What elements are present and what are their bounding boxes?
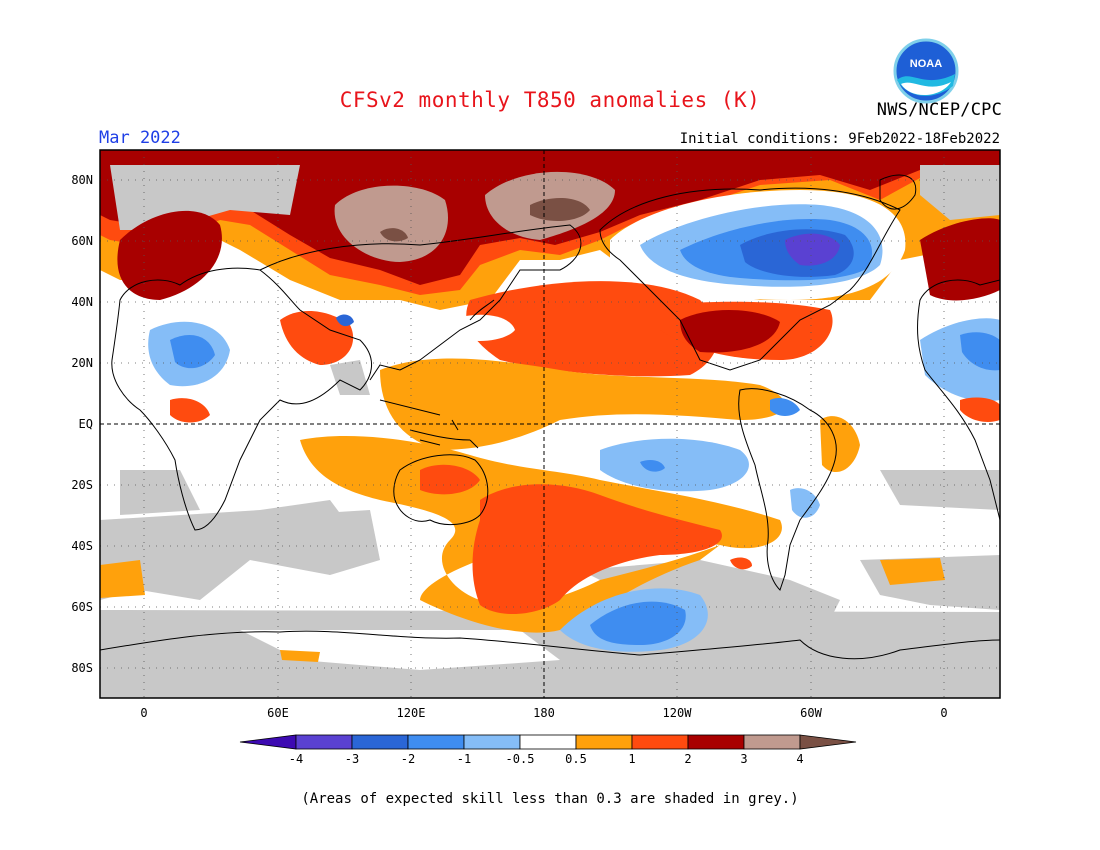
colorbar-label: 1 [628, 752, 635, 766]
lat-label: 60N [71, 234, 93, 248]
colorbar-swatch [575, 734, 633, 750]
lat-label: 80S [71, 661, 93, 675]
lat-axis: 80N 60N 40N 20N EQ 20S 40S 60S 80S [71, 173, 93, 675]
colorbar-swatch [463, 734, 521, 750]
lat-label: 60S [71, 600, 93, 614]
valid-month-label: Mar 2022 [99, 128, 181, 148]
colorbar-label: -4 [289, 752, 303, 766]
chart-title: CFSv2 monthly T850 anomalies (K) [339, 88, 761, 112]
colorbar-label: -1 [457, 752, 471, 766]
colorbar-label: -3 [345, 752, 359, 766]
noaa-logo: NOAA [893, 38, 959, 104]
map-frame [99, 149, 1001, 699]
colorbar-label: -2 [401, 752, 415, 766]
anomaly-field [100, 150, 1000, 698]
lat-label: 40N [71, 295, 93, 309]
colorbar-swatch [407, 734, 465, 750]
colorbar-max-arrow [799, 734, 857, 750]
lon-label: 60W [800, 706, 822, 720]
colorbar-swatch [519, 734, 577, 750]
graticule [100, 150, 1000, 698]
lon-label: 0 [940, 706, 947, 720]
colorbar-label: 3 [740, 752, 747, 766]
colorbar-label: -0.5 [506, 752, 535, 766]
colorbar-swatch [743, 734, 801, 750]
colorbar: -4 -3 -2 -1 -0.5 0.5 1 2 3 4 [239, 734, 857, 766]
colorbar-label: 0.5 [565, 752, 587, 766]
lat-label: 40S [71, 539, 93, 553]
colorbar-swatch [631, 734, 689, 750]
colorbar-label: 2 [684, 752, 691, 766]
lon-label: 0 [140, 706, 147, 720]
colorbar-min-arrow [239, 734, 297, 750]
skill-footnote: (Areas of expected skill less than 0.3 a… [301, 791, 799, 807]
lat-label: EQ [79, 417, 93, 431]
colorbar-swatch [687, 734, 745, 750]
colorbar-swatch [351, 734, 409, 750]
colorbar-swatch [295, 734, 353, 750]
lat-label: 80N [71, 173, 93, 187]
initial-conditions-label: Initial conditions: 9Feb2022-18Feb2022 [679, 131, 1000, 147]
lon-label: 120E [397, 706, 426, 720]
colorbar-label: 4 [796, 752, 803, 766]
logo-text: NOAA [910, 58, 942, 70]
agency-label: NWS/NCEP/CPC [876, 100, 1002, 120]
lon-axis: 0 60E 120E 180 120W 60W 0 [140, 706, 947, 720]
lon-label: 120W [663, 706, 693, 720]
lon-label: 180 [533, 706, 555, 720]
lon-label: 60E [267, 706, 289, 720]
lat-label: 20N [71, 356, 93, 370]
lat-label: 20S [71, 478, 93, 492]
